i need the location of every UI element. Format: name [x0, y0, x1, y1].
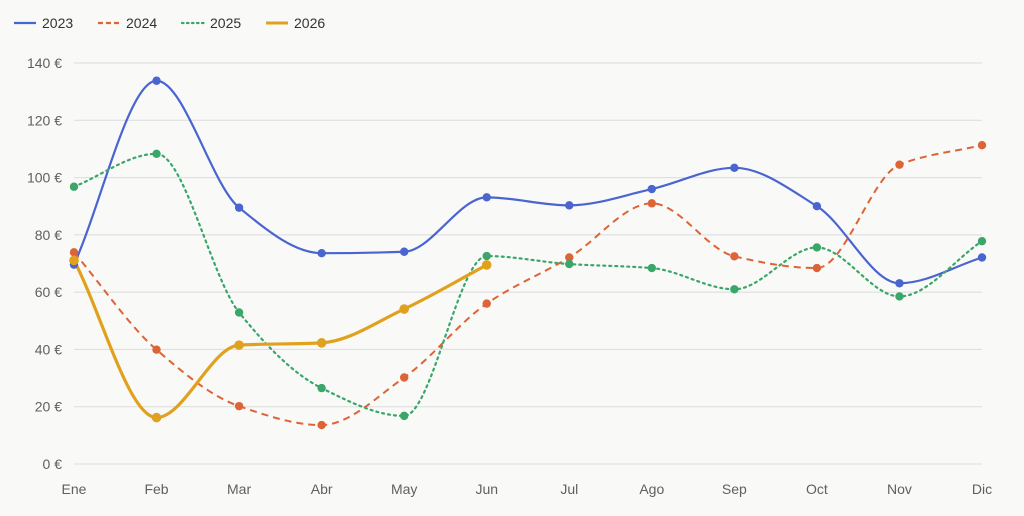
legend-label: 2026	[294, 15, 325, 31]
y-tick-label: 80 €	[35, 227, 62, 243]
series-points	[69, 76, 987, 430]
y-grid	[74, 62, 982, 465]
x-tick-label: Sep	[722, 481, 747, 497]
series-line-2024	[73, 144, 983, 427]
data-point-2025[interactable]	[69, 182, 79, 191]
data-point-2025[interactable]	[317, 383, 326, 393]
data-point-2026[interactable]	[151, 412, 162, 423]
data-point-2026[interactable]	[316, 338, 327, 348]
y-tick-label: 0 €	[43, 456, 63, 472]
data-point-2023[interactable]	[152, 76, 161, 85]
data-point-2026[interactable]	[69, 255, 79, 266]
data-point-2023[interactable]	[977, 253, 987, 262]
x-tick-label: Jul	[560, 481, 578, 497]
legend-label: 2023	[42, 15, 73, 31]
data-point-2025[interactable]	[482, 251, 491, 261]
series-line-2023	[72, 79, 983, 285]
data-point-2023[interactable]	[730, 163, 739, 173]
x-tick-label: Oct	[806, 481, 828, 497]
legend-item-2026[interactable]: 2026	[266, 15, 325, 31]
x-tick-label: Mar	[227, 481, 251, 497]
data-point-2024[interactable]	[69, 248, 79, 257]
x-tick-label: Ago	[639, 481, 664, 497]
legend-item-2024[interactable]: 2024	[98, 15, 157, 31]
y-tick-label: 60 €	[35, 284, 62, 300]
legend-label: 2024	[126, 15, 157, 31]
data-point-2025[interactable]	[565, 259, 574, 269]
data-point-2024[interactable]	[812, 263, 822, 273]
x-axis-ticks: Ene Feb Mar Abr May Jun Jul Ago Sep Oct Nov Dic	[62, 481, 993, 497]
data-point-2026[interactable]	[481, 260, 492, 270]
data-point-2026[interactable]	[399, 304, 409, 314]
data-point-2025[interactable]	[234, 308, 244, 317]
x-tick-label: May	[391, 481, 417, 497]
y-tick-label: 20 €	[35, 399, 62, 415]
data-point-2025[interactable]	[977, 236, 987, 246]
data-point-2025[interactable]	[399, 411, 409, 421]
legend-label: 2025	[210, 15, 241, 31]
series-line-2025	[72, 152, 984, 417]
x-tick-label: Jun	[475, 481, 498, 497]
x-tick-label: Dic	[972, 481, 992, 497]
data-point-2024[interactable]	[977, 141, 987, 150]
data-point-2023[interactable]	[317, 248, 326, 258]
data-point-2023[interactable]	[812, 202, 822, 211]
data-point-2024[interactable]	[895, 160, 904, 169]
data-point-2023[interactable]	[565, 201, 574, 210]
data-point-2023[interactable]	[482, 193, 491, 202]
x-tick-label: Feb	[144, 481, 168, 497]
y-axis-ticks: 0 € 20 € 40 € 60 € 80 € 100 € 120 € 140 €	[27, 55, 62, 472]
legend: 2023 2024 2025 2026	[14, 15, 325, 31]
data-point-2023[interactable]	[234, 203, 244, 212]
x-tick-label: Abr	[311, 481, 333, 497]
data-point-2024[interactable]	[152, 345, 161, 354]
data-point-2025[interactable]	[730, 285, 739, 294]
legend-item-2025[interactable]: 2025	[180, 15, 241, 31]
data-point-2025[interactable]	[895, 292, 904, 301]
data-point-2025[interactable]	[812, 243, 822, 252]
series-line-2026	[72, 259, 488, 420]
data-point-2025[interactable]	[647, 263, 657, 273]
data-point-2023[interactable]	[895, 279, 904, 288]
data-point-2024[interactable]	[234, 401, 244, 411]
data-point-2024[interactable]	[647, 199, 657, 208]
y-tick-label: 40 €	[35, 341, 62, 357]
legend-item-2023[interactable]: 2023	[14, 15, 73, 31]
data-point-2024[interactable]	[399, 373, 409, 382]
data-point-2023[interactable]	[647, 184, 657, 194]
data-point-2024[interactable]	[482, 299, 491, 308]
data-point-2024[interactable]	[730, 252, 739, 261]
data-point-2024[interactable]	[317, 420, 326, 430]
data-point-2025[interactable]	[152, 149, 161, 158]
data-point-2026[interactable]	[234, 340, 244, 350]
x-tick-label: Nov	[887, 481, 912, 497]
y-tick-label: 140 €	[27, 55, 62, 71]
data-point-2023[interactable]	[399, 247, 409, 256]
x-tick-label: Ene	[62, 481, 87, 497]
series-lines	[72, 79, 984, 427]
y-tick-label: 100 €	[27, 170, 62, 186]
y-tick-label: 120 €	[27, 112, 62, 128]
data-point-2024[interactable]	[565, 253, 574, 262]
